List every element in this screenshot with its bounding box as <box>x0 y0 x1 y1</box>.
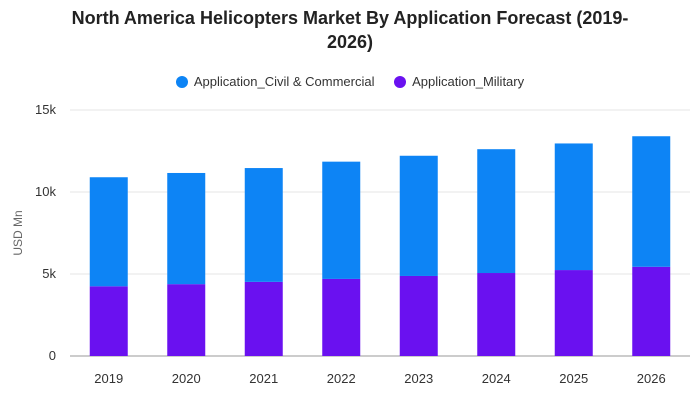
bar-military-2020[interactable] <box>167 284 206 356</box>
x-tick-label: 2025 <box>559 371 588 386</box>
x-tick-label: 2024 <box>482 371 511 386</box>
bar-military-2025[interactable] <box>554 270 593 356</box>
x-tick-label: 2023 <box>404 371 433 386</box>
bar-civil-commercial-2022[interactable] <box>322 161 361 279</box>
legend-label-civil-commercial: Application_Civil & Commercial <box>193 74 375 89</box>
bar-military-2024[interactable] <box>477 273 516 356</box>
y-tick-label: 0 <box>49 348 56 363</box>
bar-military-2021[interactable] <box>244 281 283 356</box>
x-tick-label: 2026 <box>637 371 666 386</box>
chart-title-line-2: 2026) <box>326 32 374 52</box>
x-tick-label: 2020 <box>172 371 201 386</box>
bar-civil-commercial-2023[interactable] <box>399 155 438 276</box>
y-axis-title: USD Mn <box>11 210 25 255</box>
legend-item-military[interactable]: Application_Military <box>394 74 524 89</box>
bar-civil-commercial-2021[interactable] <box>244 168 283 282</box>
legend-item-civil-commercial[interactable]: Application_Civil & Commercial <box>175 74 375 89</box>
legend-swatch-civil-commercial <box>175 75 188 88</box>
bar-military-2022[interactable] <box>322 278 361 356</box>
legend-swatch-military <box>394 75 407 88</box>
y-tick-label: 5k <box>42 266 56 281</box>
y-tick-label: 10k <box>35 184 56 199</box>
bar-military-2019[interactable] <box>89 286 128 356</box>
x-tick-label: 2019 <box>94 371 123 386</box>
chart-title: North America Helicopters Market By Appl… <box>0 6 700 54</box>
x-tick-label: 2021 <box>249 371 278 386</box>
y-tick-label: 15k <box>35 102 56 117</box>
chart-legend: Application_Civil & Commercial Applicati… <box>0 74 700 91</box>
legend-label-military: Application_Military <box>412 74 525 89</box>
bar-military-2023[interactable] <box>399 275 438 356</box>
bar-civil-commercial-2020[interactable] <box>167 172 206 285</box>
x-tick-label: 2022 <box>327 371 356 386</box>
bar-civil-commercial-2019[interactable] <box>89 177 128 287</box>
chart-title-line-1: North America Helicopters Market By Appl… <box>71 8 629 28</box>
bar-civil-commercial-2025[interactable] <box>554 143 593 271</box>
bar-military-2026[interactable] <box>632 266 671 356</box>
bar-civil-commercial-2026[interactable] <box>632 136 671 267</box>
bar-civil-commercial-2024[interactable] <box>477 149 516 274</box>
